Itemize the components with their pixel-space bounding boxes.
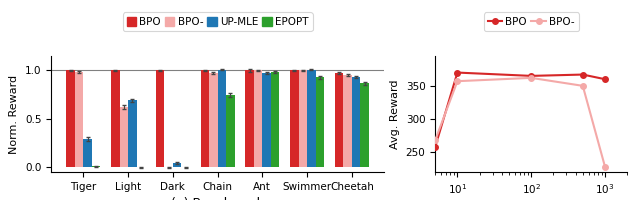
Bar [271, 72, 280, 167]
Bar [218, 70, 226, 167]
X-axis label: (a) Benchmark: (a) Benchmark [171, 197, 264, 200]
Legend: BPO, BPO-, UP-MLE, EPOPT: BPO, BPO-, UP-MLE, EPOPT [123, 12, 312, 31]
Bar [352, 77, 360, 167]
Bar [290, 71, 299, 167]
Line: BPO: BPO [433, 70, 608, 150]
Bar [75, 72, 83, 167]
Bar [344, 75, 352, 167]
Y-axis label: Norm. Reward: Norm. Reward [10, 74, 19, 154]
Bar [92, 166, 100, 167]
Y-axis label: Avg. Reward: Avg. Reward [390, 79, 400, 149]
Bar [67, 71, 75, 167]
Bar [83, 139, 92, 167]
BPO [601, 78, 609, 80]
Bar [173, 163, 181, 167]
BPO- [527, 77, 535, 79]
Bar [360, 83, 369, 167]
Bar [262, 73, 271, 167]
Legend: BPO, BPO-: BPO, BPO- [484, 12, 579, 31]
Line: BPO-: BPO- [433, 75, 608, 169]
BPO- [601, 165, 609, 168]
Bar [226, 95, 235, 167]
Bar [307, 70, 316, 167]
BPO- [579, 85, 587, 87]
Bar [111, 71, 120, 167]
BPO- [454, 80, 461, 82]
Bar [209, 73, 218, 167]
Bar [128, 100, 136, 167]
Bar [120, 107, 128, 167]
Bar [299, 71, 307, 167]
Bar [316, 77, 324, 167]
BPO [431, 146, 439, 148]
BPO [579, 73, 587, 76]
Bar [335, 73, 344, 167]
Bar [156, 71, 164, 167]
Bar [200, 71, 209, 167]
Bar [254, 71, 262, 167]
BPO [527, 75, 535, 77]
Bar [245, 71, 254, 167]
BPO- [431, 139, 439, 141]
BPO [454, 71, 461, 74]
